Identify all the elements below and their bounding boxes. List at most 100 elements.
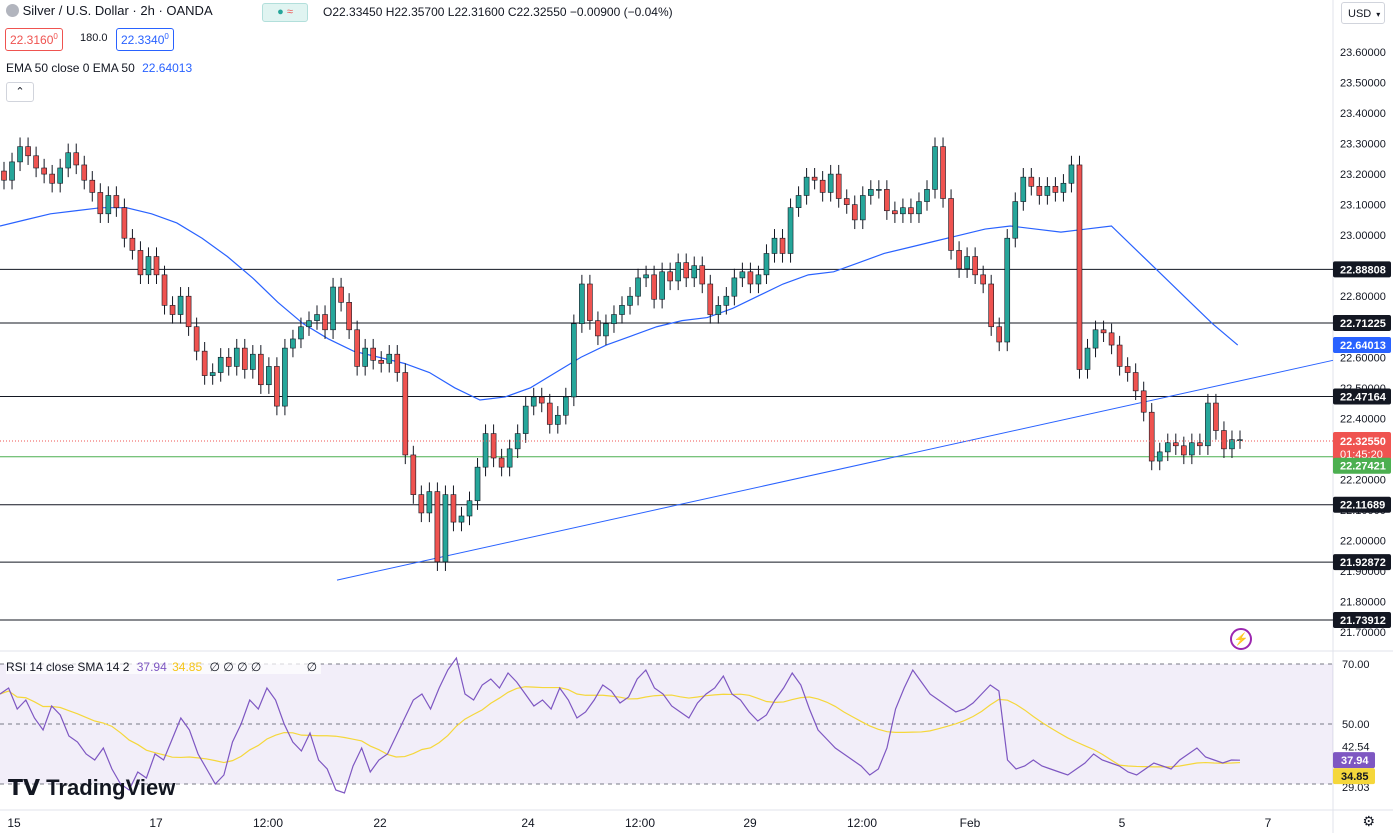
candle bbox=[827, 173, 834, 193]
candle bbox=[506, 448, 513, 468]
flash-icon[interactable]: ⚡ bbox=[1230, 628, 1252, 650]
candle bbox=[105, 195, 112, 215]
candle bbox=[667, 271, 673, 282]
level-tag bbox=[1333, 261, 1391, 278]
spread-value: 180.0 bbox=[80, 32, 108, 44]
ema-label: EMA 50 close 0 EMA 50 bbox=[6, 61, 135, 75]
candle bbox=[1221, 430, 1227, 450]
candle bbox=[370, 347, 376, 361]
price-tick-label: 23.50000 bbox=[1340, 78, 1386, 90]
candle bbox=[1132, 372, 1139, 392]
candle bbox=[876, 189, 882, 191]
candle bbox=[715, 305, 722, 315]
collapse-legend-button[interactable]: ⌃ bbox=[6, 82, 34, 102]
time-axis[interactable]: 15 17 12:00 22 24 12:00 29 12:00 Feb 5 7 bbox=[7, 816, 1271, 830]
candle bbox=[747, 271, 754, 285]
buy-price: 22.3340 bbox=[121, 33, 165, 47]
candle bbox=[65, 152, 72, 169]
candle bbox=[1, 170, 7, 181]
buy-price-fraction: 0 bbox=[164, 32, 169, 41]
chevron-down-icon: ▾ bbox=[1376, 10, 1381, 19]
candle bbox=[972, 256, 978, 276]
settings-gear-icon[interactable]: ⚙ bbox=[1362, 813, 1375, 829]
candle bbox=[474, 466, 481, 502]
time-tick-label: 22 bbox=[373, 816, 387, 830]
candle bbox=[635, 277, 641, 297]
candle bbox=[418, 494, 425, 514]
sell-price-box[interactable]: 22.31600 bbox=[5, 28, 63, 51]
candle bbox=[795, 195, 802, 208]
price-axis[interactable]: 23.60000 23.50000 23.40000 23.30000 23.20000… bbox=[1333, 47, 1391, 794]
candle bbox=[908, 207, 914, 215]
candle bbox=[129, 237, 136, 251]
candle bbox=[940, 146, 946, 199]
buy-price-box[interactable]: 22.33400 bbox=[116, 28, 174, 51]
ema-value: 22.64013 bbox=[142, 61, 193, 75]
price-tick-label: 22.80000 bbox=[1340, 291, 1386, 303]
candle bbox=[298, 326, 304, 340]
candle bbox=[1172, 442, 1179, 447]
candle bbox=[803, 176, 810, 196]
tradingview-logo-icon: 𝗧𝗩 bbox=[8, 775, 41, 800]
rsi-value: 37.94 bbox=[136, 660, 167, 674]
candle bbox=[73, 152, 80, 166]
candle bbox=[177, 295, 184, 315]
candle bbox=[731, 277, 738, 297]
candle bbox=[322, 314, 328, 331]
candle bbox=[699, 265, 706, 285]
candle bbox=[587, 283, 593, 321]
candle bbox=[1156, 451, 1163, 462]
candle bbox=[1164, 442, 1171, 453]
candle bbox=[282, 347, 288, 407]
candle bbox=[217, 356, 224, 373]
candle bbox=[306, 320, 312, 328]
candle bbox=[466, 500, 473, 517]
candle bbox=[346, 302, 352, 331]
candle bbox=[739, 271, 746, 279]
level-tag-label: 22.11689 bbox=[1340, 500, 1385, 512]
symbol-header[interactable]: Silver / U.S. Dollar · 2h · OANDA bbox=[6, 3, 213, 18]
price-tick-label: 22.20000 bbox=[1340, 474, 1386, 486]
candle bbox=[980, 274, 986, 285]
rsi-tick-label: 50.00 bbox=[1342, 719, 1370, 731]
candle bbox=[1052, 186, 1059, 193]
price-tick-label: 22.60000 bbox=[1340, 352, 1386, 364]
candle bbox=[779, 237, 786, 254]
candle bbox=[651, 274, 657, 300]
ema-legend[interactable]: EMA 50 close 0 EMA 50 22.64013 bbox=[6, 61, 192, 75]
candle bbox=[514, 433, 521, 450]
market-status-button[interactable]: ● ≈ bbox=[262, 3, 308, 22]
level-tag bbox=[1333, 314, 1391, 331]
price-tick-label: 22.00000 bbox=[1340, 535, 1386, 547]
level-tag bbox=[1333, 388, 1391, 405]
trendline[interactable] bbox=[336, 359, 1334, 581]
candle bbox=[97, 192, 104, 215]
candle bbox=[924, 189, 930, 202]
candle bbox=[1148, 411, 1155, 462]
rsi-line bbox=[0, 656, 1241, 794]
candle bbox=[1181, 445, 1187, 456]
candle bbox=[723, 295, 730, 306]
candle bbox=[362, 347, 368, 367]
candle bbox=[394, 353, 401, 373]
ema-line bbox=[0, 207, 1239, 401]
rsi-legend[interactable]: RSI 14 close SMA 14 2 37.94 34.85 ∅ ∅ ∅ … bbox=[6, 660, 322, 674]
level-tag-label: 22.88808 bbox=[1340, 264, 1386, 276]
rsi-sma-value: 34.85 bbox=[172, 660, 203, 674]
candle bbox=[819, 179, 826, 193]
candle bbox=[137, 250, 144, 276]
candle bbox=[811, 176, 818, 181]
candle bbox=[522, 405, 529, 434]
tradingview-logo[interactable]: 𝗧𝗩 TradingView bbox=[8, 775, 175, 801]
candle bbox=[530, 396, 537, 407]
price-tick-label: 23.40000 bbox=[1340, 108, 1386, 120]
candle bbox=[1108, 332, 1115, 346]
level-tag-label: 21.73912 bbox=[1340, 615, 1386, 627]
candle bbox=[1084, 347, 1091, 370]
logo-text: TradingView bbox=[46, 775, 176, 800]
candle bbox=[9, 161, 15, 181]
candle bbox=[121, 207, 128, 239]
candle bbox=[33, 155, 39, 169]
currency-selector[interactable]: USD ▾ bbox=[1341, 2, 1385, 24]
sell-price: 22.3160 bbox=[10, 33, 54, 47]
